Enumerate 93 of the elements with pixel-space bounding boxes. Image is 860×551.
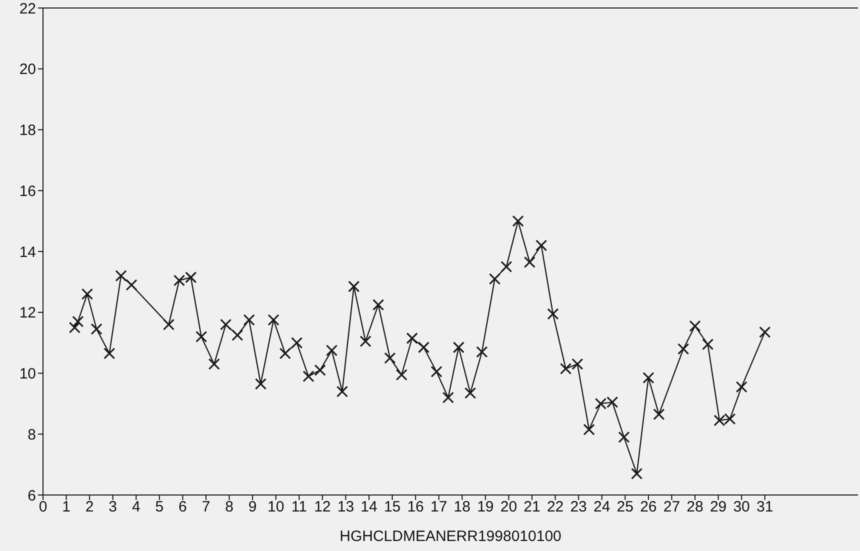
x-tick-label: 12 bbox=[314, 498, 331, 516]
x-tick-label: 14 bbox=[360, 498, 378, 516]
point bbox=[90, 323, 102, 335]
point bbox=[72, 316, 84, 328]
point bbox=[464, 387, 476, 399]
point bbox=[396, 368, 408, 381]
x-tick-label: 7 bbox=[202, 498, 210, 516]
point bbox=[279, 348, 291, 360]
x-tick-label: 30 bbox=[733, 498, 750, 516]
x-tick-label: 16 bbox=[407, 498, 424, 516]
point bbox=[653, 408, 665, 420]
x-tick-label: 27 bbox=[663, 498, 680, 516]
x-tick-label: 25 bbox=[616, 498, 634, 516]
y-tick-label: 14 bbox=[19, 244, 36, 261]
point bbox=[126, 279, 138, 291]
x-tick-label: 4 bbox=[132, 498, 140, 516]
y-tick-label: 20 bbox=[19, 61, 36, 78]
x-tick-label: 28 bbox=[686, 498, 704, 516]
point bbox=[326, 344, 338, 356]
point bbox=[348, 280, 360, 292]
point bbox=[336, 386, 348, 398]
point bbox=[418, 342, 430, 354]
point bbox=[583, 424, 595, 436]
point bbox=[360, 335, 372, 348]
point bbox=[452, 342, 464, 354]
point bbox=[81, 288, 94, 300]
point bbox=[68, 322, 80, 334]
x-tick-label: 5 bbox=[155, 498, 164, 516]
point bbox=[196, 330, 208, 343]
point bbox=[268, 314, 280, 326]
x-tick-label: 17 bbox=[430, 498, 448, 516]
point bbox=[232, 329, 244, 342]
y-tick-label: 10 bbox=[19, 366, 36, 383]
y-tick-label: 12 bbox=[19, 304, 36, 322]
point bbox=[372, 298, 384, 311]
x-tick-label: 3 bbox=[108, 498, 118, 516]
point bbox=[630, 468, 643, 480]
point bbox=[115, 270, 127, 282]
x-tick-label: 19 bbox=[477, 498, 494, 516]
y-tick-label: 6 bbox=[28, 487, 36, 504]
point bbox=[476, 346, 488, 358]
point bbox=[618, 431, 630, 443]
y-tick-label: 8 bbox=[28, 426, 36, 444]
x-tick-label: 24 bbox=[594, 498, 610, 516]
x-tick-label: 8 bbox=[225, 498, 234, 516]
x-tick-label: 13 bbox=[337, 498, 354, 516]
point bbox=[536, 240, 548, 252]
point bbox=[384, 352, 396, 364]
x-tick-label: 1 bbox=[62, 498, 70, 516]
point bbox=[406, 332, 418, 344]
point bbox=[104, 348, 116, 360]
y-tick-label: 18 bbox=[19, 122, 36, 140]
point bbox=[500, 260, 512, 273]
point bbox=[678, 343, 690, 355]
point bbox=[702, 338, 714, 350]
point bbox=[642, 372, 654, 384]
point bbox=[220, 318, 232, 330]
x-tick-label: 11 bbox=[291, 498, 307, 516]
point bbox=[560, 362, 572, 374]
x-tick-label: 29 bbox=[710, 498, 727, 516]
x-tick-label: 2 bbox=[85, 498, 94, 516]
point bbox=[302, 370, 314, 382]
point bbox=[254, 378, 267, 390]
x-axis-title: HGHCLDMEANERR1998010100 bbox=[340, 528, 562, 545]
point bbox=[162, 318, 175, 330]
point bbox=[314, 364, 326, 376]
point bbox=[512, 215, 524, 227]
x-tick-label: 18 bbox=[454, 498, 470, 516]
point bbox=[689, 320, 701, 332]
x-tick-label: 15 bbox=[384, 498, 401, 516]
x-tick-label: 9 bbox=[248, 498, 257, 516]
point bbox=[524, 256, 536, 268]
point bbox=[243, 314, 255, 326]
point bbox=[572, 358, 584, 370]
x-tick-label: 20 bbox=[500, 498, 518, 516]
y-tick-label: 22 bbox=[19, 0, 36, 18]
x-tick-label: 26 bbox=[640, 498, 657, 516]
point bbox=[759, 326, 771, 338]
x-tick-label: 21 bbox=[524, 498, 540, 516]
point bbox=[208, 358, 220, 370]
point bbox=[430, 366, 442, 378]
point bbox=[442, 392, 454, 404]
x-tick-label: 31 bbox=[756, 498, 774, 516]
x-tick-label: 23 bbox=[570, 498, 587, 516]
point bbox=[488, 273, 501, 285]
point bbox=[547, 308, 559, 320]
y-tick-label: 16 bbox=[19, 182, 36, 200]
x-tick-label: 22 bbox=[546, 498, 564, 516]
x-tick-label: 6 bbox=[178, 498, 187, 516]
point bbox=[291, 337, 303, 349]
point bbox=[736, 381, 748, 393]
x-tick-label: 10 bbox=[268, 498, 284, 516]
x-tick-label: 0 bbox=[38, 498, 48, 516]
